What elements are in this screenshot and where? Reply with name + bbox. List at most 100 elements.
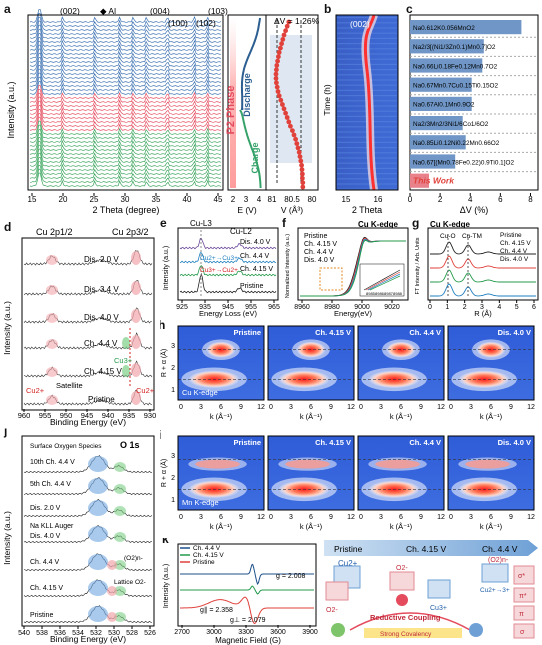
e-x-tick-label: 965 — [268, 304, 280, 311]
xrd-pattern — [29, 68, 222, 83]
i-x-tick: 9 — [509, 514, 513, 521]
e-xticks: 925 935 945 955 965 — [176, 300, 280, 311]
h-x-tick: 6 — [309, 404, 313, 411]
phase-label: P2 Phase — [225, 86, 237, 135]
c-bar — [410, 154, 456, 169]
g-x-tick-label: 3 — [480, 304, 484, 311]
j-traces — [23, 455, 153, 624]
panel-e-svg: Cu-L3 Cu-L2 Dis. 4.0 V Ch. 4.4 V Ch. 4.1… — [163, 219, 280, 318]
d-xticks: 960 955 950 945 940 935 930 — [18, 409, 156, 420]
e-series-dis40: Dis. 4.0 V — [240, 239, 271, 246]
xrd-pattern — [29, 104, 221, 119]
panel-l-svg: Pristine Ch. 4.15 V Ch. 4.4 V Cu2+ O2- O… — [324, 540, 538, 639]
volume-points — [273, 19, 306, 190]
j-fit-lattice — [114, 560, 126, 570]
l-box-o2-b — [389, 571, 415, 591]
j-label-ch44: Ch. 4.4 V — [30, 559, 60, 566]
c-x-tick-label: 8 — [528, 195, 533, 204]
volume-point — [276, 50, 282, 55]
c-bar-label: Na2/3Mn2/3Ni1/6Co1/6O2 — [413, 121, 489, 128]
k-x-tick-label: 3000 — [206, 629, 222, 636]
c-ticks: 0 2 4 6 8 — [408, 193, 533, 204]
d-ylabel: Intensity (a.u.) — [2, 301, 12, 355]
g-legend-pristine: Pristine — [500, 232, 522, 239]
xrd-pattern — [29, 124, 222, 139]
i-peak-upper — [375, 459, 420, 469]
xrd-pattern — [29, 52, 222, 67]
xrd-pattern — [29, 40, 222, 55]
e-series-ch44: Ch. 4.4 V — [240, 253, 270, 260]
volume-point — [288, 123, 293, 129]
j-x-tick-label: 538 — [36, 630, 48, 637]
i-peak-upper — [285, 459, 330, 469]
h-x-tick: 9 — [509, 404, 513, 411]
i-map-frame — [267, 435, 355, 511]
xrd-pattern — [29, 92, 222, 107]
l-label-o2n: (O2)n- — [488, 557, 509, 564]
i-x-tick: 0 — [359, 514, 363, 521]
e-x-tick-label: 935 — [199, 304, 211, 311]
h-map-title: Ch. 4.15 V — [315, 328, 351, 337]
i-x-tick: 3 — [379, 514, 383, 521]
d-fit-cu2-p12 — [46, 367, 58, 377]
volume-point — [296, 149, 302, 155]
h-y-tick: 2 — [171, 365, 175, 372]
c-x-tick-label: 2 — [438, 195, 443, 204]
k-x-tick-label: 3600 — [270, 629, 286, 636]
d-x-tick-label: 935 — [123, 411, 136, 420]
panel-h: Pristine 0 3 6 9 12 k (Å⁻¹) 1 2 3 R + α (Å) Cu K-ed… — [160, 318, 542, 426]
l-copper-ball — [469, 623, 483, 637]
xrd-pattern — [29, 156, 222, 171]
i-xlabel: k (Å⁻¹) — [300, 522, 323, 531]
l-label-o2-a: O2- — [326, 607, 338, 614]
j-fit-peroxo — [107, 612, 117, 622]
i-x-tick: 12 — [347, 514, 355, 521]
h-x-tick: 3 — [289, 404, 293, 411]
v-tick-80: 80 — [308, 195, 317, 204]
i-x-tick: 6 — [489, 514, 493, 521]
k-x-tick-label: 2700 — [174, 629, 190, 636]
peak-label-002: (002) — [60, 6, 80, 16]
xrd-pattern — [29, 116, 222, 131]
xrd-pattern — [29, 16, 221, 31]
xrd-pattern — [29, 140, 222, 155]
j-spectrum — [23, 477, 153, 496]
xrd-waterfall — [29, 9, 222, 187]
volume-point — [284, 115, 290, 120]
peak-label-100: (100) — [168, 18, 188, 28]
xrd-pattern — [29, 109, 222, 123]
h-x-tick: 9 — [239, 404, 243, 411]
heatmap-stripe — [337, 157, 397, 159]
d-spectrum — [23, 250, 153, 266]
j-x-tick-label: 526 — [144, 630, 156, 637]
volume-point — [274, 67, 279, 73]
i-x-tick: 12 — [527, 514, 535, 521]
c-bar — [410, 20, 522, 35]
l-label-cu2: Cu2+ — [338, 559, 358, 568]
a-x-tick-label: 20 — [59, 195, 68, 204]
c-xlabel: ΔV (%) — [460, 205, 489, 215]
xrd-pattern — [29, 100, 222, 115]
f-inset-line — [365, 271, 401, 291]
f-xanes — [300, 239, 406, 297]
c-bar — [410, 77, 472, 92]
v-xlabel: V (Å³) — [281, 205, 303, 215]
f-legend-ch44: Ch. 4.4 V — [304, 249, 334, 256]
j-fit-lattice — [114, 506, 126, 516]
c-bar-label: Na0.67Mn0.7Cu0.15Ti0.15O2 — [413, 83, 498, 90]
d-label-dis20: Dis. 2.0 V — [84, 255, 119, 264]
g-peak-cutm: Cu-TM — [462, 233, 482, 240]
k-ylabel: Intensity (a.u.) — [163, 564, 170, 608]
l-covalency-bar — [364, 628, 462, 638]
e-arrow-label-2: Cu3+→Cu2+ — [200, 267, 238, 274]
e-series-pristine: Pristine — [240, 283, 263, 290]
panel-d: Cu 2p1/2 Cu 2p3/2 Dis. 2.0 V Dis. 3.4 V … — [0, 218, 160, 428]
panel-d-svg: Cu 2p1/2 Cu 2p3/2 Dis. 2.0 V Dis. 3.4 V … — [2, 227, 156, 427]
k-xticks: 2700 3000 3300 3600 3900 — [174, 625, 318, 636]
k-x-tick-label: 3900 — [302, 629, 318, 636]
panel-a-svg: (002) ◆ Al (004) (100) (102) (103) ΔV = … — [6, 6, 320, 215]
f-traces — [300, 236, 406, 297]
h-y-tick: 1 — [171, 387, 175, 394]
b-title: (002) — [350, 19, 370, 29]
